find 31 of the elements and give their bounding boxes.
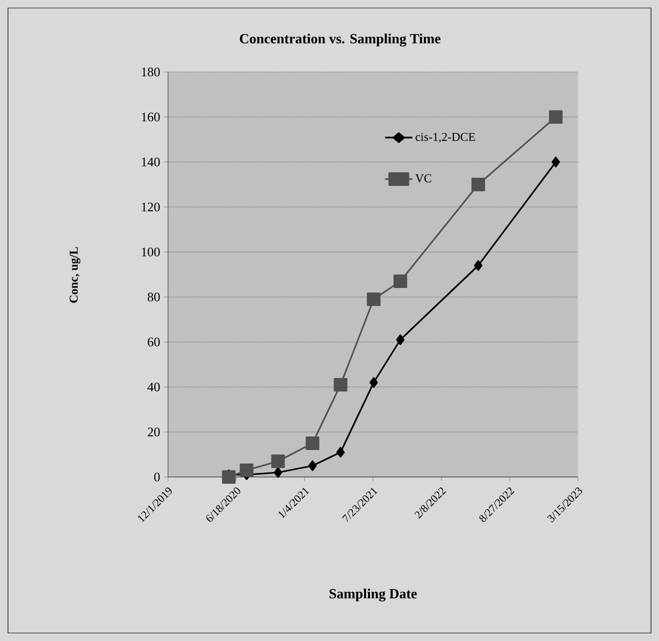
- y-tick-label: 180: [142, 68, 160, 76]
- point: [394, 274, 408, 288]
- point: [370, 377, 378, 388]
- y-tick-label: 140: [142, 158, 160, 166]
- point: [271, 454, 285, 468]
- y-tick-label: 40: [147, 382, 160, 392]
- x-axis-title: Sampling Date: [330, 588, 417, 602]
- point: [396, 334, 405, 346]
- point: [334, 378, 348, 392]
- y-tick-label: 0: [154, 472, 160, 482]
- legend-label: VC: [415, 174, 432, 182]
- point: [336, 446, 345, 458]
- point: [274, 467, 282, 478]
- point: [548, 110, 563, 124]
- point: [474, 260, 482, 271]
- point: [471, 178, 486, 192]
- point: [306, 436, 320, 450]
- y-tick-label: 60: [148, 338, 160, 346]
- chart-title: Concentration vs. Sampling Time: [240, 34, 440, 46]
- y-tick-label: 80: [148, 292, 160, 302]
- point: [552, 156, 560, 168]
- point: [240, 463, 254, 478]
- y-tick-label: 120: [142, 202, 160, 212]
- point: [222, 470, 236, 484]
- point: [366, 292, 380, 306]
- y-axis-title: Conc, ug/L: [70, 247, 80, 303]
- y-tick-label: 160: [142, 112, 160, 122]
- y-tick-label: 100: [142, 248, 160, 256]
- y-tick-label: 20: [148, 428, 160, 436]
- point: [308, 460, 317, 472]
- legend-label: cis-1,2-DCE: [416, 132, 475, 143]
